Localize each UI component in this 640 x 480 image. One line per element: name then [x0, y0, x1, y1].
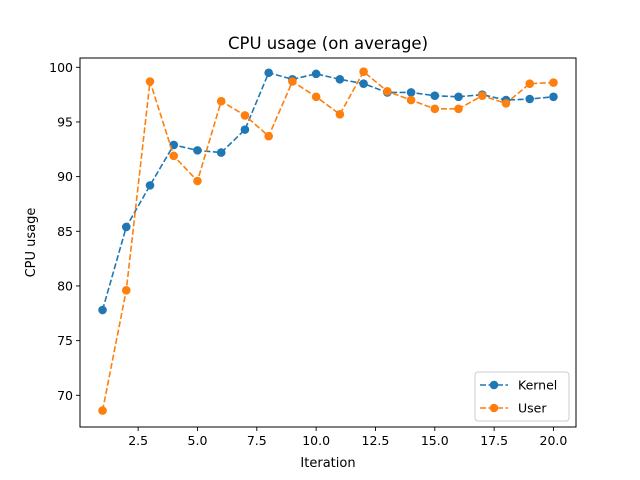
data-point-user [454, 104, 463, 114]
plot-background [80, 58, 576, 427]
series-layer [98, 67, 558, 415]
data-point-kernel [406, 88, 416, 97]
axes-frame [79, 57, 577, 428]
x-tick-label: 12.5 [362, 433, 390, 448]
data-point-kernel [216, 148, 226, 157]
plot-area [79, 57, 577, 428]
data-point-user [549, 78, 558, 87]
data-point-user [193, 176, 202, 186]
chart-title: CPU usage (on average) [228, 34, 428, 53]
legend-item-kernel: Kernel [480, 378, 557, 393]
y-tick-label: 100 [49, 60, 73, 75]
x-tick-label: 2.5 [128, 433, 148, 448]
x-axis-ticks: 2.5 5.0 7.5 10.0 12.5 15.0 17.5 20.0 [128, 427, 567, 448]
y-tick-label: 80 [57, 278, 73, 293]
legend-label: User [518, 401, 547, 416]
data-point-kernel [311, 69, 321, 79]
y-tick-label: 95 [57, 114, 73, 129]
x-tick-label: 7.5 [247, 433, 267, 448]
x-axis-label: Iteration [300, 456, 355, 471]
y-tick-label: 75 [57, 333, 73, 348]
data-point-kernel [454, 92, 463, 102]
y-tick-label: 90 [57, 169, 73, 184]
y-tick-label: 70 [57, 388, 73, 403]
data-point-kernel [335, 75, 345, 84]
x-tick-label: 5.0 [188, 433, 208, 448]
data-point-kernel [359, 79, 368, 88]
data-point-user [501, 99, 511, 108]
x-tick-label: 17.5 [480, 433, 508, 448]
y-tick-label: 85 [57, 224, 73, 239]
data-point-user [216, 96, 226, 106]
y-axis-ticks: 70 75 80 85 90 95 100 [49, 60, 80, 403]
legend-item-user: User [480, 401, 547, 416]
data-point-user [240, 111, 250, 120]
legend-marker-swatch [489, 380, 499, 390]
data-point-user [288, 77, 297, 86]
series-user [98, 67, 558, 415]
legend-label: Kernel [518, 378, 557, 393]
data-point-user [406, 95, 416, 105]
legend: Kernel User [474, 371, 570, 422]
data-point-user [430, 104, 440, 114]
x-tick-label: 15.0 [421, 433, 449, 448]
legend-marker-swatch [489, 403, 499, 413]
x-tick-label: 10.0 [302, 433, 330, 448]
data-point-user [264, 131, 273, 141]
data-point-kernel [549, 92, 558, 102]
y-axis-label: CPU usage [24, 208, 39, 278]
data-point-user [359, 67, 368, 76]
data-point-user [169, 151, 179, 161]
data-point-kernel [98, 305, 107, 315]
data-point-kernel [193, 146, 202, 155]
series-line-user [101, 70, 554, 411]
data-point-user [145, 77, 155, 86]
data-point-kernel [525, 94, 535, 104]
data-point-kernel [240, 125, 250, 134]
data-point-user [477, 91, 487, 101]
data-point-user [383, 87, 392, 96]
data-point-kernel [121, 222, 131, 232]
data-point-user [121, 286, 131, 295]
data-point-user [335, 110, 345, 119]
data-point-user [525, 79, 535, 88]
data-point-kernel [264, 68, 273, 78]
x-tick-label: 20.0 [540, 433, 568, 448]
data-point-kernel [145, 181, 155, 190]
data-point-kernel [430, 91, 440, 101]
data-point-user [98, 406, 107, 415]
data-point-user [311, 92, 321, 102]
